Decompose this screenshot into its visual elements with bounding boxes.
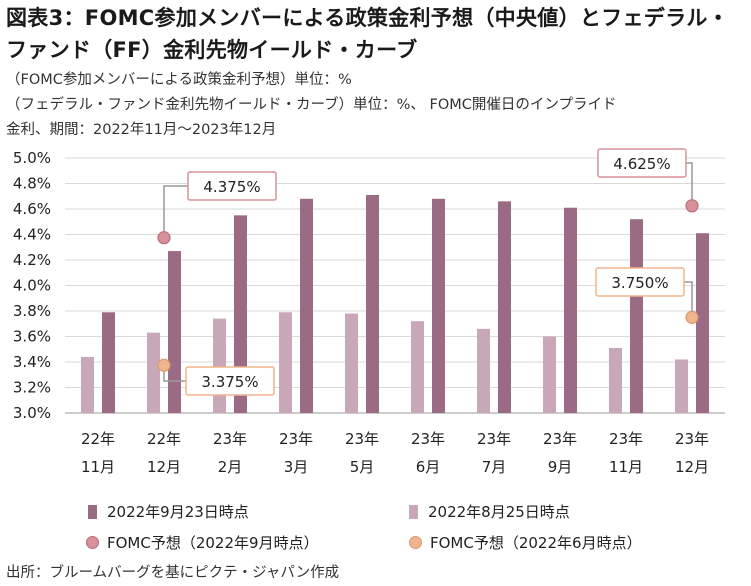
x-tick-label-year: 23年: [213, 430, 247, 448]
subtitle-line-2: （フェデラル・ファンド金利先物イールド・カーブ）単位：%、 FOMC開催日のイン…: [6, 97, 617, 113]
legend-item-aug25: 2022年8月25日時点: [409, 501, 570, 522]
y-tick-label: 4.0%: [13, 277, 51, 295]
bar-sep23: [366, 194, 379, 413]
bar-sep23: [300, 198, 313, 413]
fomc-jun-point: [685, 310, 699, 324]
x-tick-label-year: 23年: [477, 430, 511, 448]
legend-label-aug25: 2022年8月25日時点: [428, 503, 570, 521]
legend-label-sep23: 2022年9月23日時点: [107, 503, 249, 521]
bar-sep23: [234, 215, 247, 413]
x-tick-label-year: 23年: [543, 430, 577, 448]
x-tick-label-month: 2月: [218, 458, 243, 476]
bar-aug25: [147, 332, 160, 413]
x-tick-label-year: 23年: [411, 430, 445, 448]
x-tick-label-year: 23年: [675, 430, 709, 448]
callout-label: 3.375%: [201, 373, 258, 391]
x-tick-label-year: 23年: [279, 430, 313, 448]
bar-aug25: [675, 359, 688, 413]
bar-sep23: [498, 201, 511, 413]
x-tick-label-year: 22年: [81, 430, 115, 448]
legend-label-fomc-jun: FOMC予想（2022年6月時点）: [430, 534, 642, 552]
callout-box: [185, 366, 275, 396]
bar-sep23: [102, 312, 115, 413]
y-tick-label: 3.6%: [13, 328, 51, 346]
x-tick-label-year: 23年: [609, 430, 643, 448]
callout-label: 4.625%: [613, 155, 670, 173]
legend-swatch-sep23: [88, 504, 97, 519]
x-tick-label-month: 3月: [284, 458, 309, 476]
callout-label: 3.750%: [611, 274, 668, 292]
bar-aug25: [213, 318, 226, 413]
legend-item-fomc-jun: FOMC予想（2022年6月時点）: [409, 532, 642, 553]
subtitle-line-1: （FOMC参加メンバーによる政策金利予想）単位：%: [6, 72, 352, 88]
chart-title: 図表3：FOMC参加メンバーによる政策金利予想（中央値）とフェデラル・ファンド（…: [6, 6, 729, 62]
x-tick-label-year: 22年: [147, 430, 181, 448]
callout-box: [597, 148, 687, 178]
x-tick-label-month: 11月: [81, 458, 115, 476]
y-tick-label: 3.4%: [13, 353, 51, 371]
callout-box: [595, 267, 685, 297]
y-tick-label: 3.2%: [13, 379, 51, 397]
bar-aug25: [279, 312, 292, 413]
callout-box: [187, 171, 277, 201]
bar-aug25: [477, 328, 490, 413]
bar-aug25: [609, 347, 622, 413]
y-tick-label: 4.4%: [13, 226, 51, 244]
y-tick-label: 3.8%: [13, 302, 51, 320]
fomc-sep-point: [685, 199, 699, 213]
bar-sep23: [432, 198, 445, 413]
legend-swatch-fomc-jun: [409, 536, 422, 549]
callout-leader: [686, 162, 693, 206]
y-tick-label: 4.6%: [13, 200, 51, 218]
legend-item-sep23: 2022年9月23日時点: [88, 501, 249, 522]
callout-leader: [163, 185, 188, 238]
bar-sep23: [168, 251, 181, 413]
legend-item-fomc-sep: FOMC予想（2022年9月時点）: [86, 532, 319, 553]
x-tick-label-month: 12月: [147, 458, 181, 476]
subtitle-line-3: 金利、期間：2022年11月〜2023年12月: [6, 122, 277, 138]
callout-leader: [684, 281, 693, 318]
bar-sep23: [696, 233, 709, 413]
fomc-jun-point: [157, 358, 171, 372]
source-note: 出所：ブルームバーグを基にピクテ・ジャパン作成: [6, 565, 340, 581]
y-tick-label: 4.8%: [13, 175, 51, 193]
callout-label: 4.375%: [203, 178, 260, 196]
bar-aug25: [81, 356, 94, 413]
x-tick-label-month: 12月: [675, 458, 709, 476]
bar-aug25: [543, 336, 556, 413]
bar-sep23: [564, 207, 577, 413]
bar-sep23: [630, 219, 643, 413]
bar-aug25: [411, 321, 424, 413]
y-tick-label: 5.0%: [13, 149, 51, 167]
x-tick-label-month: 7月: [482, 458, 507, 476]
fomc-sep-point: [157, 231, 171, 245]
y-tick-label: 4.2%: [13, 251, 51, 269]
x-tick-label-month: 11月: [609, 458, 643, 476]
x-tick-label-month: 6月: [416, 458, 441, 476]
y-tick-label: 3.0%: [13, 404, 51, 422]
x-tick-label-month: 9月: [548, 458, 573, 476]
legend-swatch-fomc-sep: [86, 536, 99, 549]
x-tick-label-year: 23年: [345, 430, 379, 448]
x-tick-label-month: 5月: [350, 458, 375, 476]
legend-swatch-aug25: [409, 504, 418, 519]
legend-label-fomc-sep: FOMC予想（2022年9月時点）: [107, 534, 319, 552]
bar-aug25: [345, 313, 358, 413]
